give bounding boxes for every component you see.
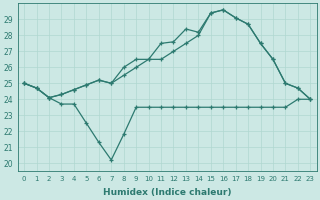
X-axis label: Humidex (Indice chaleur): Humidex (Indice chaleur) bbox=[103, 188, 231, 197]
